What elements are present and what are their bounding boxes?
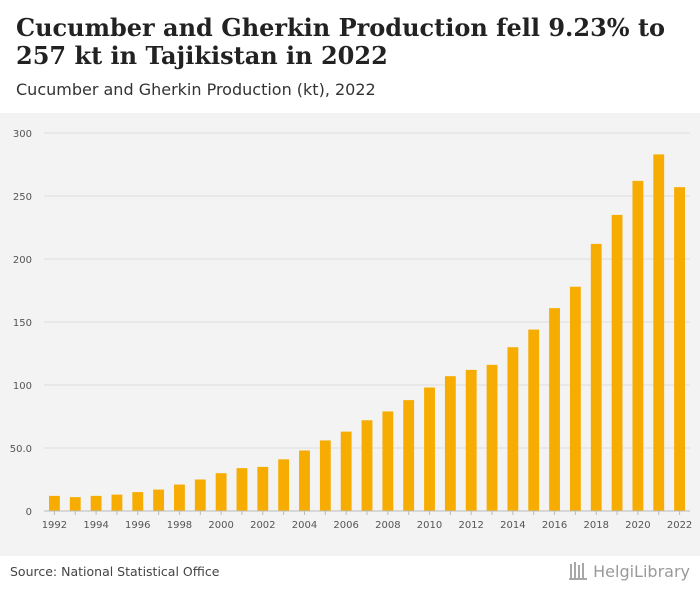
bar-2005	[319, 440, 331, 511]
x-tick-label: 2010	[417, 520, 442, 531]
library-building-icon	[569, 562, 588, 580]
plot-area: 0 50.0 100 150 200 250 300 1992 1994 1996 1998 2000…	[0, 113, 700, 556]
x-tick-label: 2014	[500, 520, 525, 531]
bar-2002	[257, 466, 269, 511]
bar-1997	[153, 489, 165, 511]
bar-2014	[507, 347, 519, 511]
bar-2009	[403, 400, 415, 511]
y-tick-label: 200	[13, 255, 32, 266]
x-tick-label: 2000	[208, 520, 233, 531]
bar-2003	[278, 459, 290, 511]
y-tick-label: 250	[13, 192, 32, 203]
x-tick-label: 2008	[375, 520, 400, 531]
bar-1996	[132, 492, 144, 511]
source-note: Source: National Statistical Office	[10, 564, 220, 579]
bar-chart: 0 50.0 100 150 200 250 300 1992 1994 1996 1998 2000…	[10, 129, 693, 531]
helgi-library-logo: HelgiLibrary	[568, 560, 690, 582]
chart-subtitle: Cucumber and Gherkin Production (kt), 20…	[16, 80, 376, 99]
y-tick-label: 0	[26, 507, 32, 518]
y-tick-label: 50.0	[10, 444, 32, 455]
x-tick-label: 1992	[42, 520, 67, 531]
bar-2017	[569, 286, 581, 511]
x-tick-label: 2016	[542, 520, 567, 531]
bar-2007	[361, 420, 373, 511]
bar-1994	[90, 495, 102, 511]
chart-header: Cucumber and Gherkin Production fell 9.2…	[0, 0, 700, 113]
x-tick-label: 2012	[458, 520, 483, 531]
bar-2004	[299, 450, 310, 511]
bar-1998	[174, 484, 185, 511]
x-tick-label: 2004	[292, 520, 317, 531]
bar-2008	[382, 411, 394, 511]
x-tick-label: 1998	[167, 520, 192, 531]
x-tick-label: 2002	[250, 520, 275, 531]
bar-2018	[590, 243, 602, 511]
x-tick-label: 2018	[583, 520, 608, 531]
bar-2011	[444, 376, 456, 511]
y-tick-label: 100	[13, 381, 32, 392]
x-tick-label: 1994	[83, 520, 108, 531]
bar-2015	[528, 329, 540, 511]
x-tick-label: 2006	[333, 520, 358, 531]
bar-2021	[653, 154, 665, 512]
bar-2020	[632, 180, 644, 511]
bar-1992	[49, 495, 60, 511]
logo-text: HelgiLibrary	[593, 561, 690, 581]
y-tick-label: 300	[13, 129, 32, 140]
bar-2022	[674, 187, 685, 511]
x-tick-label: 2022	[667, 520, 692, 531]
bar-2010	[424, 387, 435, 511]
y-tick-label: 150	[13, 318, 32, 329]
x-tick-label: 2020	[625, 520, 650, 531]
bar-2001	[236, 468, 248, 511]
bar-1993	[69, 497, 81, 511]
bar-2016	[549, 308, 560, 511]
bar-2006	[340, 431, 352, 511]
bar-2013	[486, 364, 498, 511]
bar-2012	[465, 369, 477, 511]
bar-1995	[111, 494, 123, 511]
chart-footer: Source: National Statistical Office Helg…	[0, 556, 700, 596]
chart-title: Cucumber and Gherkin Production fell 9.2…	[16, 13, 666, 70]
bar-2019	[611, 214, 623, 511]
bar-1999	[194, 479, 206, 511]
bar-2000	[215, 473, 227, 511]
x-tick-label: 1996	[125, 520, 150, 531]
